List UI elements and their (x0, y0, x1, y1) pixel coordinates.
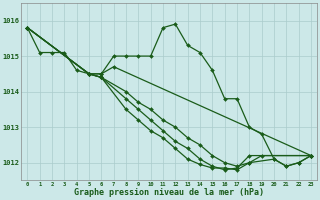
X-axis label: Graphe pression niveau de la mer (hPa): Graphe pression niveau de la mer (hPa) (74, 188, 264, 197)
